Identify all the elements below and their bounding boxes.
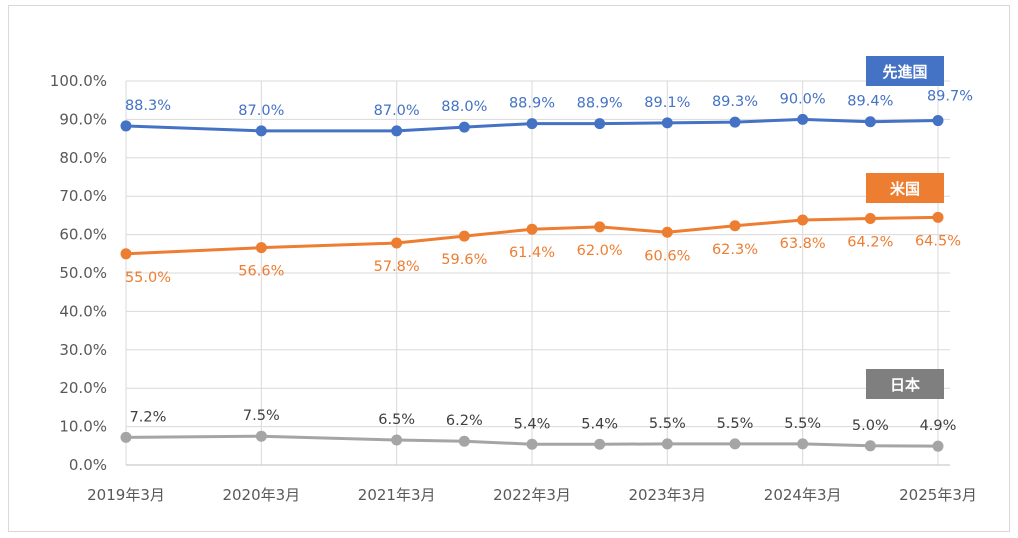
data-label: 88.9% [509,96,555,112]
data-label: 88.3% [125,98,171,114]
x-tick-label: 2024年3月 [764,486,842,504]
x-tick-label: 2023年3月 [628,486,706,504]
x-axis-ticks: 2019年3月 2020年3月 2021年3月 2022年3月 2023年3月 2024年… [87,486,977,504]
data-label: 7.2% [130,409,167,425]
x-tick-label: 2025年3月 [899,486,977,504]
data-label: 89.1% [644,95,690,111]
data-point [797,113,809,125]
data-point [391,125,403,137]
gridlines [125,80,950,466]
data-label: 5.5% [649,416,686,432]
data-point [255,242,267,254]
legend-label: 米国 [890,180,920,198]
data-label: 63.8% [780,236,826,252]
data-label: 55.0% [125,270,171,286]
data-label: 88.9% [577,96,623,112]
data-label: 60.6% [644,248,690,264]
data-label: 59.6% [441,252,487,268]
data-label: 6.2% [446,413,483,429]
legend-label: 先進国 [882,63,927,81]
data-point [661,117,673,129]
data-point [391,434,403,446]
y-tick-label: 60.0% [59,226,107,244]
data-label: 7.5% [243,408,280,424]
y-tick-label: 10.0% [59,418,107,436]
data-label: 4.9% [920,418,957,434]
data-point [594,438,606,450]
data-point [594,118,606,130]
data-point [526,438,538,450]
data-label: 5.5% [717,416,754,432]
y-axis-ticks: 0.0% 10.0% 20.0% 30.0% 40.0% 50.0% 60.0% 70.0% 8… [50,72,107,474]
data-point [864,440,876,452]
data-point [594,221,606,233]
data-point [932,211,944,223]
data-point [932,115,944,127]
y-tick-label: 0.0% [69,456,107,474]
data-point [932,440,944,452]
y-tick-label: 20.0% [59,379,107,397]
series-lines [120,113,944,452]
data-point [864,212,876,224]
data-label: 5.0% [852,418,889,434]
data-label: 57.8% [374,259,420,275]
data-label: 5.4% [514,416,551,432]
y-tick-label: 30.0% [59,341,107,359]
data-point [458,121,470,133]
data-label: 56.6% [238,264,284,280]
data-label: 89.7% [927,89,973,105]
data-point [797,438,809,450]
data-label: 5.5% [784,416,821,432]
data-point [661,438,673,450]
x-tick-label: 2021年3月 [358,486,436,504]
data-label: 64.2% [847,234,893,250]
data-point [120,120,132,132]
y-tick-label: 70.0% [59,187,107,205]
data-point [661,226,673,238]
data-label: 89.3% [712,94,758,110]
data-point [864,116,876,128]
data-point [729,116,741,128]
y-tick-label: 40.0% [59,302,107,320]
y-tick-label: 80.0% [59,149,107,167]
legend-box [866,56,944,86]
data-label: 87.0% [374,103,420,119]
y-tick-label: 90.0% [59,110,107,128]
data-point [729,220,741,232]
data-label: 6.5% [378,412,415,428]
data-point [729,438,741,450]
data-label: 62.0% [577,243,623,259]
data-point [797,214,809,226]
data-label: 5.4% [581,416,618,432]
data-point [458,230,470,242]
data-point [526,223,538,235]
x-tick-label: 2019年3月 [87,486,165,504]
data-point [120,431,132,443]
data-label: 62.3% [712,242,758,258]
data-label: 88.0% [441,99,487,115]
data-point [391,237,403,249]
data-point [458,435,470,447]
data-label: 87.0% [238,103,284,119]
legend-box [866,369,944,399]
x-tick-label: 2020年3月 [222,486,300,504]
data-label: 64.5% [915,233,961,249]
data-label: 61.4% [509,245,555,261]
data-point [255,125,267,137]
data-point [526,118,538,130]
data-point [255,430,267,442]
y-tick-label: 100.0% [50,72,107,90]
legend-box [866,173,944,203]
data-label: 89.4% [847,94,893,110]
legend-label: 日本 [890,376,920,394]
x-tick-label: 2022年3月 [493,486,571,504]
data-point [120,248,132,260]
data-label: 90.0% [780,91,826,107]
data-labels: 88.3% 87.0% 87.0% 88.0% 88.9% 88.9% 89.1% 89.3%… [125,89,973,435]
y-tick-label: 50.0% [59,264,107,282]
